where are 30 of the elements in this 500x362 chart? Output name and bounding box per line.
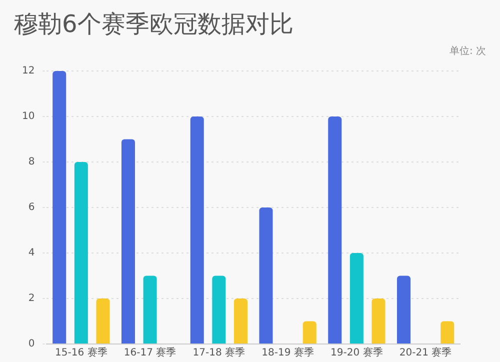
bar: [212, 276, 226, 344]
chart-title: 穆勒6个赛季欧冠数据对比: [14, 9, 294, 40]
y-tick-label: 4: [28, 248, 35, 259]
x-tick-label: 18-19 赛季: [262, 346, 314, 359]
x-tick-label: 17-18 赛季: [192, 346, 246, 359]
bar: [350, 253, 364, 344]
bar: [52, 71, 66, 344]
bar: [190, 116, 204, 344]
x-tick-label: 16-17 赛季: [124, 346, 176, 359]
bar: [143, 276, 157, 344]
y-tick-label: 12: [22, 66, 35, 77]
bar: [74, 162, 88, 344]
bar: [96, 298, 110, 344]
y-tick-label: 10: [22, 111, 35, 122]
y-tick-label: 6: [28, 202, 35, 214]
x-tick-label: 20-21 赛季: [399, 346, 452, 359]
bar: [372, 298, 386, 344]
bar: [396, 276, 411, 344]
x-tick-label: 15-16 赛季: [55, 346, 108, 359]
bar: [234, 298, 248, 344]
bar: [328, 116, 342, 344]
y-tick-label: 2: [28, 293, 35, 304]
bar: [302, 321, 316, 344]
text: 单位: 次: [449, 44, 486, 58]
y-tick-label: 8: [28, 156, 35, 168]
bar: [259, 208, 273, 344]
bar: [440, 321, 454, 344]
y-tick-label: 0: [28, 338, 35, 350]
x-tick-label: 19-20 赛季: [330, 346, 383, 359]
bar: [121, 139, 135, 344]
